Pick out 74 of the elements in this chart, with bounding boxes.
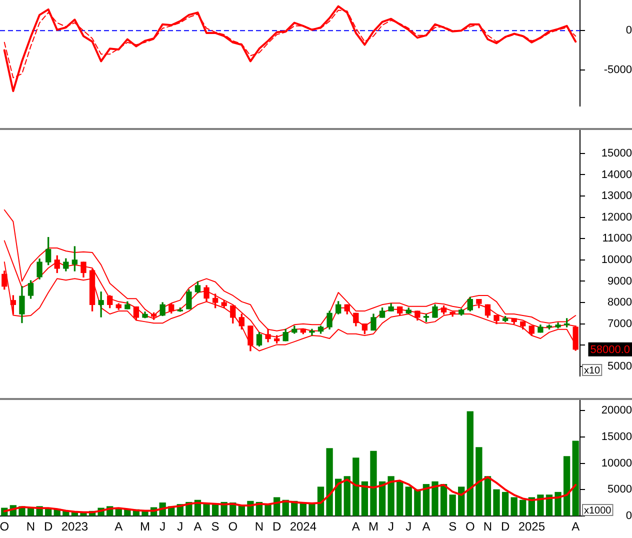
x-tick-label: 2024 <box>290 520 317 534</box>
bar <box>458 486 465 516</box>
x-tick-label: M <box>368 520 378 534</box>
bar <box>344 476 350 516</box>
bar <box>317 486 324 516</box>
x-tick-label: D <box>272 520 282 534</box>
y-tick-label: 8000 <box>608 296 632 309</box>
x-tick-label: A <box>422 520 430 534</box>
bar <box>405 486 412 516</box>
bar <box>440 484 448 516</box>
x-tick-label: O <box>0 520 10 534</box>
x-tick-label: J <box>177 520 184 534</box>
x-tick-label: M <box>140 520 150 534</box>
bar <box>388 476 394 516</box>
x-tick-label: S <box>448 520 457 534</box>
x-tick-label: J <box>406 520 412 534</box>
x-tick-label: 2023 <box>61 520 88 534</box>
x-tick-label: D <box>44 520 53 534</box>
y-tick-label: -5000 <box>604 64 632 76</box>
y-tick-label: 10000 <box>601 254 632 266</box>
text: x10 <box>584 365 601 376</box>
x-tick-label: N <box>254 520 264 534</box>
bar <box>510 497 518 516</box>
x-tick-label: N <box>483 520 492 534</box>
bar <box>554 492 562 516</box>
x-tick-label: A <box>572 520 580 534</box>
x-tick-label: J <box>388 520 394 534</box>
bar <box>396 481 404 516</box>
y-tick-label: 13000 <box>601 190 632 202</box>
bar <box>484 476 492 516</box>
y-tick-label: 0 <box>626 24 632 37</box>
y-tick-label: 12000 <box>601 211 632 224</box>
bar <box>308 504 316 516</box>
bar <box>352 458 360 516</box>
y-tick-label: 7000 <box>608 318 632 330</box>
y-tick-label: 15000 <box>601 430 632 443</box>
x-tick-label: A <box>194 520 202 534</box>
bar <box>335 478 342 516</box>
bar <box>572 440 579 516</box>
bar <box>563 456 570 516</box>
bar <box>326 448 333 516</box>
x-tick-label: N <box>26 520 36 534</box>
bar <box>422 484 430 516</box>
bar <box>378 481 386 516</box>
y-tick-label: 15000 <box>601 147 632 160</box>
x-tick-label: S <box>211 520 220 534</box>
y-tick-label: 0 <box>626 510 632 522</box>
bar <box>476 447 482 516</box>
x-tick-label: J <box>160 520 166 534</box>
text: 58000.0 <box>590 344 630 356</box>
x-tick-label: D <box>500 520 510 534</box>
bar <box>361 481 368 516</box>
y-tick-label: 9000 <box>608 275 632 288</box>
bar <box>449 494 456 516</box>
y-tick-label: 20000 <box>601 404 632 417</box>
y-tick-label: 10000 <box>601 457 632 470</box>
bar <box>370 450 377 516</box>
x-tick-label: O <box>465 520 475 534</box>
bar <box>414 489 421 516</box>
bar <box>432 481 438 516</box>
y-tick-label: 11000 <box>602 232 632 245</box>
x-tick-label: A <box>352 520 360 534</box>
y-tick-label: 5000 <box>608 484 632 496</box>
x-tick-label: O <box>228 520 238 534</box>
bar <box>520 500 526 516</box>
text: x1000 <box>584 505 612 516</box>
bar <box>493 489 500 516</box>
x-tick-label: A <box>114 520 123 534</box>
bar <box>537 494 544 516</box>
y-tick-label: 14000 <box>601 168 632 181</box>
x-tick-label: 2025 <box>518 520 546 534</box>
bar <box>466 411 474 516</box>
bar <box>502 492 509 516</box>
y-tick-label: 5000 <box>608 360 632 372</box>
